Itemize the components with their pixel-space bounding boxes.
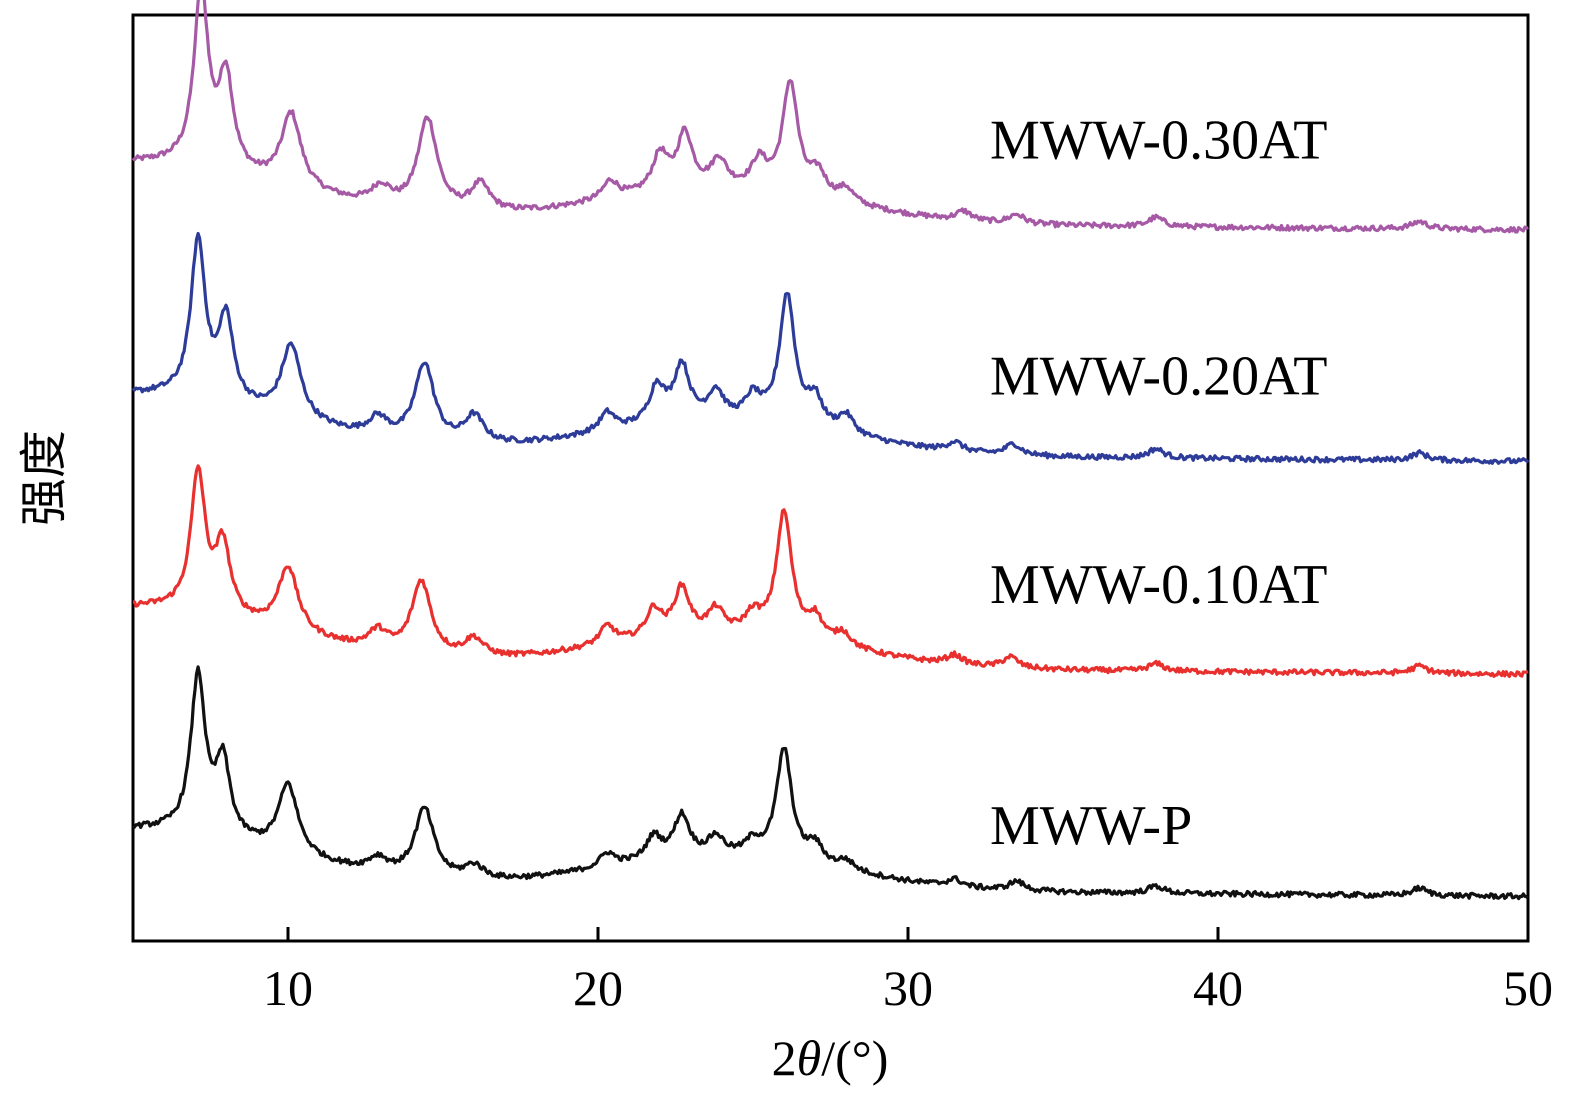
x-tick-label: 10 xyxy=(263,960,313,1016)
series-line-mww-0-30at xyxy=(131,0,1529,234)
plot-frame xyxy=(131,13,1530,943)
series-line-mww-0-20at xyxy=(131,231,1530,465)
x-tick-label: 30 xyxy=(883,960,933,1016)
series-layer xyxy=(131,0,1530,901)
series-line-mww-0-10at xyxy=(132,464,1529,678)
series-label: MWW-0.30AT xyxy=(990,110,1328,172)
x-axis-title: 2θ/(°) xyxy=(772,1030,889,1086)
y-axis-title: 强度 xyxy=(16,430,72,526)
x-axis-ticks: 10 20 30 40 50 xyxy=(263,927,1553,1016)
series-labels: MWW-0.30AT MWW-0.20AT MWW-0.10AT MWW-P xyxy=(990,110,1328,857)
series-label: MWW-0.10AT xyxy=(990,554,1328,616)
x-tick-label: 40 xyxy=(1193,960,1243,1016)
series-line-mww-p xyxy=(131,665,1530,901)
series-label: MWW-0.20AT xyxy=(990,346,1328,408)
x-tick-label: 20 xyxy=(573,960,623,1016)
series-label: MWW-P xyxy=(990,795,1192,857)
x-tick-label: 50 xyxy=(1503,960,1553,1016)
